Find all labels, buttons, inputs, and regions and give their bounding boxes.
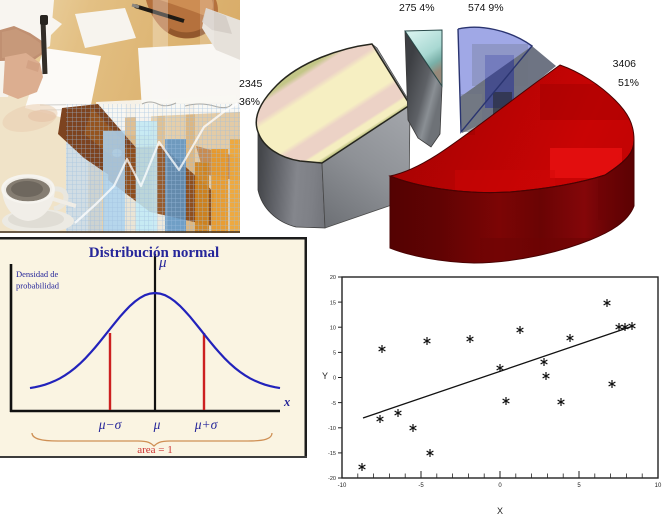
svg-text:15: 15: [330, 300, 336, 306]
svg-text:-15: -15: [328, 451, 336, 457]
svg-text:μ: μ: [158, 255, 167, 271]
svg-text:-10: -10: [328, 426, 336, 432]
svg-text:36%: 36%: [239, 96, 260, 108]
svg-text:0: 0: [498, 483, 502, 489]
svg-text:probabilidad: probabilidad: [16, 281, 60, 291]
svg-text:Densidad de: Densidad de: [16, 269, 58, 279]
svg-text:-20: -20: [328, 476, 336, 482]
svg-text:-5: -5: [418, 483, 424, 489]
svg-text:2345: 2345: [239, 78, 263, 90]
svg-text:Y: Y: [322, 371, 328, 381]
svg-text:μ−σ: μ−σ: [98, 417, 123, 432]
svg-text:20: 20: [330, 275, 336, 281]
svg-text:-10: -10: [338, 483, 347, 489]
svg-text:275 4%: 275 4%: [399, 2, 435, 14]
svg-text:μ+σ: μ+σ: [194, 417, 219, 432]
svg-text:574 9%: 574 9%: [468, 2, 504, 14]
svg-text:5: 5: [333, 351, 336, 357]
svg-text:10: 10: [655, 483, 662, 489]
svg-text:10: 10: [330, 326, 336, 332]
svg-text:x: x: [283, 395, 290, 409]
svg-text:0: 0: [333, 376, 336, 382]
svg-text:μ: μ: [153, 417, 161, 432]
svg-text:5: 5: [577, 483, 581, 489]
svg-text:Distribución normal: Distribución normal: [89, 245, 219, 261]
svg-text:-5: -5: [331, 401, 336, 407]
svg-text:3406: 3406: [613, 58, 637, 70]
svg-text:X: X: [497, 506, 503, 516]
svg-text:51%: 51%: [618, 77, 639, 89]
svg-text:area = 1: area = 1: [137, 444, 173, 456]
